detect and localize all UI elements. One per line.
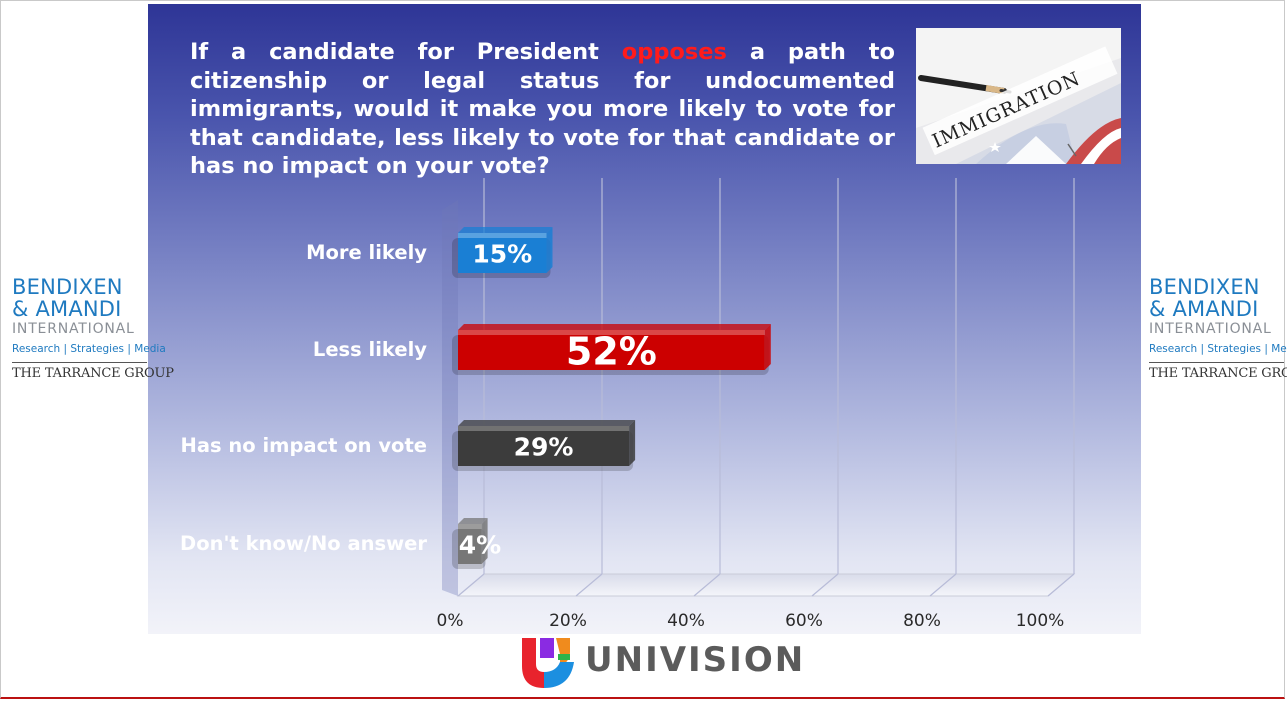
bar-cap: [546, 227, 553, 273]
logo-international: INTERNATIONAL: [12, 321, 135, 337]
gridline-floor: [693, 573, 721, 597]
bar: [458, 330, 765, 370]
bar-top: [458, 420, 636, 426]
chart-floor: [456, 573, 1076, 597]
bar-top: [458, 518, 488, 524]
logo-tagline: Research | Strategies | Media: [1149, 343, 1287, 355]
bar-cap: [764, 324, 771, 370]
bar-highlight: [458, 426, 630, 431]
immigration-photo: IMMIGRATION: [916, 28, 1121, 164]
category-label: Don't know/No answer: [180, 532, 427, 555]
x-tick-label: 100%: [1016, 611, 1065, 631]
logo-tarrance: THE TARRANCE GROUP: [12, 362, 174, 382]
x-tick-label: 80%: [903, 611, 941, 631]
category-label: More likely: [306, 241, 427, 264]
question-highlight: opposes: [621, 39, 727, 65]
category-label: Less likely: [313, 338, 427, 361]
value-label: 52%: [566, 329, 657, 373]
x-tick-label: 40%: [667, 611, 705, 631]
bar-top: [458, 227, 553, 233]
gridline-floor: [575, 573, 603, 597]
bar-highlight: [458, 233, 547, 238]
univision-wordmark: UNIVISION: [585, 640, 806, 680]
logo-bendixen: BENDIXEN: [12, 275, 123, 299]
question-text-end: a path to citizenship or legal status fo…: [190, 39, 895, 179]
x-tick-label: 60%: [785, 611, 823, 631]
bar-highlight: [458, 524, 482, 529]
bar-highlight: [458, 330, 765, 335]
gridline-floor: [1047, 573, 1075, 597]
logo-international: INTERNATIONAL: [1149, 321, 1272, 337]
gridline-floor: [929, 573, 957, 597]
x-tick-label: 0%: [437, 611, 464, 631]
bendixen-amandi-logo-right: BENDIXEN & AMANDI INTERNATIONAL Research…: [1149, 275, 1287, 382]
value-label: 15%: [472, 240, 532, 269]
question-text-start: If a candidate for President: [190, 39, 622, 65]
bendixen-amandi-logo-left: BENDIXEN & AMANDI INTERNATIONAL Research…: [12, 275, 174, 382]
logo-amandi: & AMANDI: [12, 297, 122, 321]
x-tick-label: 20%: [549, 611, 587, 631]
bar-top: [458, 324, 771, 330]
value-label: 29%: [514, 433, 574, 462]
logo-tagline: Research | Strategies | Media: [12, 343, 166, 355]
immigration-image: IMMIGRATION: [916, 28, 1121, 164]
bar-cap: [481, 518, 488, 564]
survey-question: If a candidate for President opposes a p…: [190, 38, 895, 181]
logo-bendixen: BENDIXEN: [1149, 275, 1260, 299]
gridline-floor: [457, 573, 485, 597]
gridline-floor: [811, 573, 839, 597]
univision-logo-icon: [522, 638, 574, 688]
bar: [458, 426, 630, 466]
chart-left-wall: [442, 200, 458, 596]
bar: [458, 524, 482, 564]
value-label: 4%: [459, 531, 501, 560]
logo-amandi: & AMANDI: [1149, 297, 1259, 321]
bar-cap: [629, 420, 636, 466]
bar: [458, 233, 547, 273]
logo-tarrance: THE TARRANCE GROUP: [1149, 362, 1287, 382]
category-label: Has no impact on vote: [181, 434, 427, 457]
